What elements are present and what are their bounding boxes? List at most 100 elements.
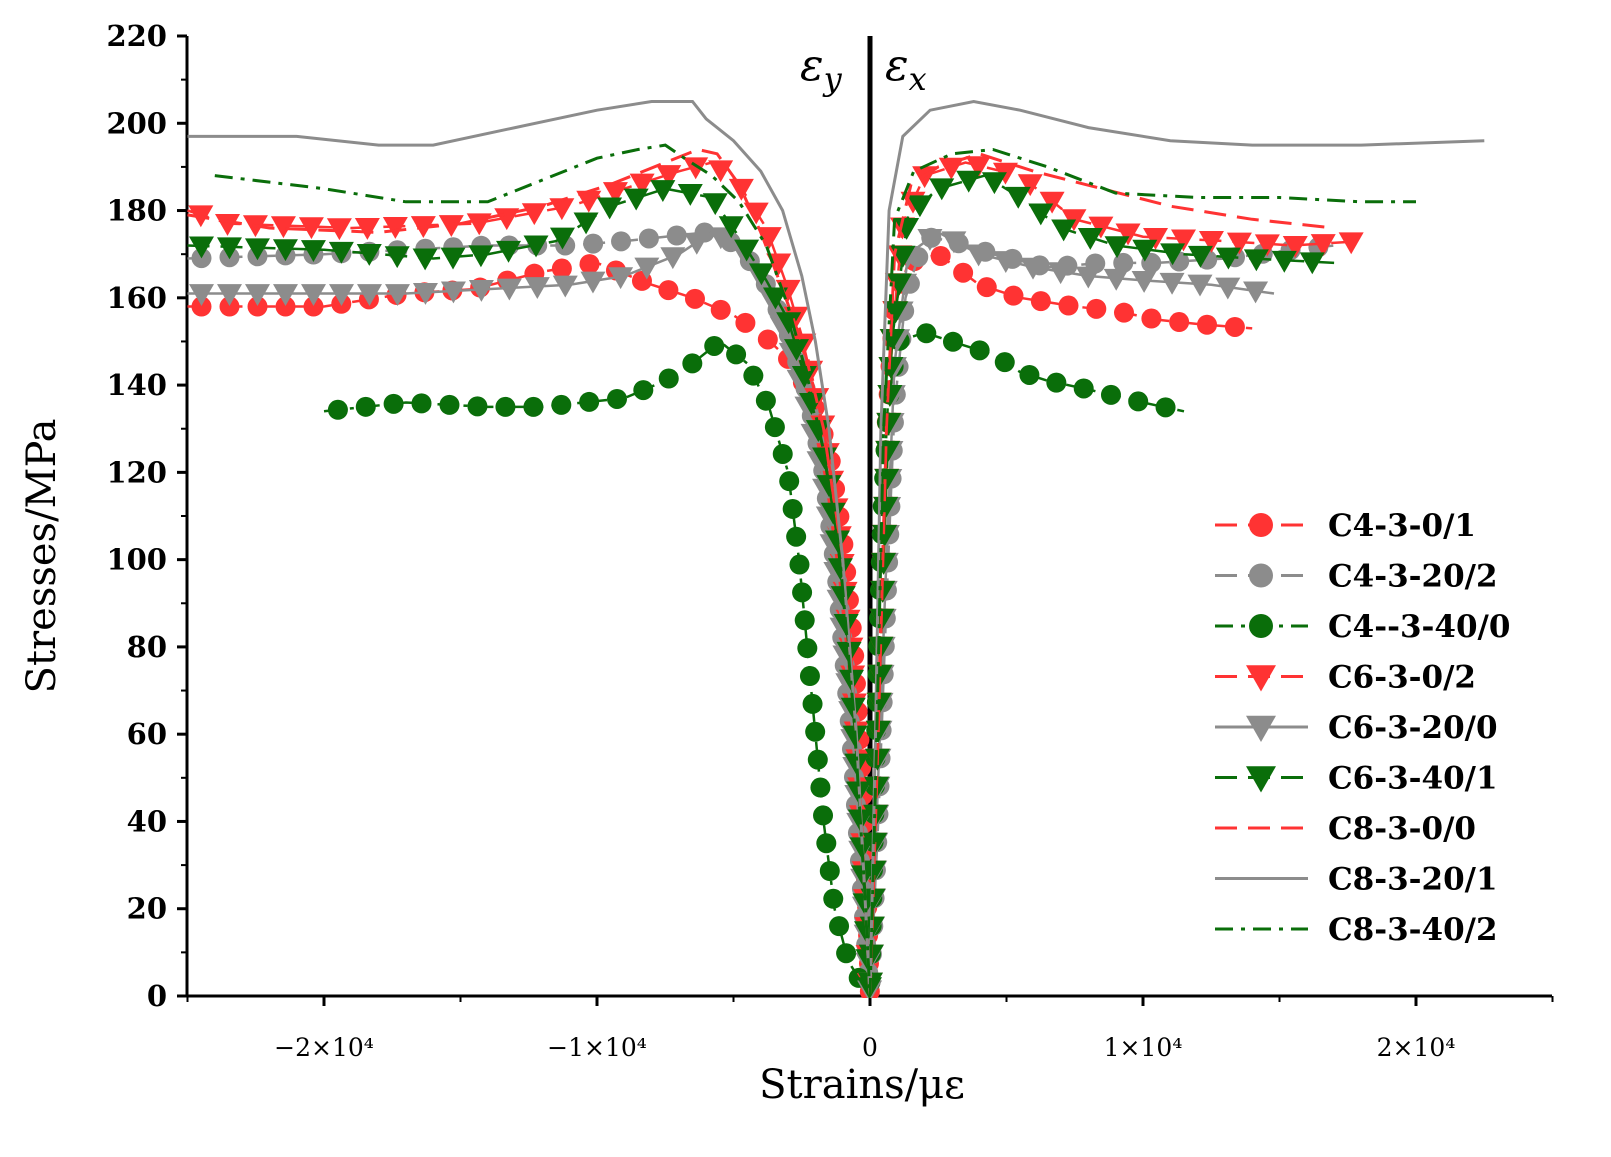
data-marker	[1160, 243, 1186, 266]
data-marker	[467, 396, 488, 417]
data-marker	[597, 197, 623, 220]
data-marker	[1104, 236, 1130, 259]
data-marker	[791, 365, 817, 388]
data-marker	[611, 231, 632, 252]
data-marker	[660, 247, 686, 270]
data-marker	[708, 227, 734, 250]
x-axis-title: Strains/με	[759, 1062, 965, 1108]
data-marker	[776, 312, 802, 335]
data-marker	[930, 245, 951, 266]
data-marker	[1198, 230, 1224, 253]
data-marker	[638, 228, 659, 249]
y-tick-label: 20	[127, 892, 167, 926]
data-marker	[468, 280, 494, 302]
data-marker	[1058, 295, 1079, 316]
data-marker	[1141, 308, 1162, 329]
series-5	[187, 170, 1335, 998]
data-marker	[1187, 274, 1213, 297]
data-marker	[1169, 312, 1190, 333]
y-tick-label: 200	[106, 106, 167, 140]
data-marker	[1338, 232, 1364, 255]
data-marker	[329, 284, 354, 306]
data-marker	[981, 172, 1007, 195]
y-tick-label: 120	[106, 455, 167, 489]
data-marker	[217, 284, 242, 306]
data-marker	[718, 216, 744, 239]
legend: C4-3-0/1 C4-3-20/2 C4--3-40/0 C6-3-0/2 C6-3-…	[1215, 508, 1510, 948]
data-marker	[602, 182, 628, 205]
legend-label: C6-3-40/1	[1328, 761, 1498, 797]
data-marker	[326, 218, 352, 241]
data-marker	[301, 284, 326, 306]
series-8	[214, 143, 1416, 997]
series-line-right	[868, 230, 1275, 997]
data-marker	[965, 156, 991, 179]
data-marker	[275, 296, 296, 317]
data-marker	[191, 296, 212, 317]
data-marker	[1155, 397, 1176, 418]
legend-marker	[1246, 766, 1276, 793]
x-tick-label: −2×10⁴	[274, 1033, 374, 1062]
data-marker	[677, 184, 703, 206]
epsilon-x-symbol: ε	[885, 40, 909, 91]
data-marker	[810, 777, 831, 798]
data-marker	[1113, 302, 1134, 323]
data-marker	[580, 271, 606, 294]
series-line-left	[323, 339, 872, 997]
data-marker	[1115, 223, 1141, 246]
x-tick-label: −1×10⁴	[547, 1033, 647, 1062]
data-marker	[757, 329, 778, 350]
data-marker	[779, 471, 800, 492]
data-marker	[907, 195, 933, 218]
data-marker	[247, 296, 268, 317]
legend-entry: C8-3-0/0	[1215, 811, 1476, 847]
data-marker	[735, 312, 756, 333]
data-marker	[1003, 285, 1024, 306]
series-0	[187, 245, 1253, 998]
legend-marker	[1249, 614, 1273, 638]
data-marker	[966, 244, 992, 267]
y-tick-label: 160	[106, 281, 167, 315]
data-marker	[886, 273, 912, 296]
data-marker	[866, 692, 892, 715]
legend-label: C8-3-40/2	[1328, 912, 1498, 948]
legend-entry: C8-3-40/2	[1215, 912, 1498, 948]
data-marker	[1020, 257, 1046, 280]
legend-marker	[1249, 563, 1273, 588]
data-marker	[824, 530, 850, 553]
data-marker	[1075, 266, 1101, 289]
y-tick-label: 0	[147, 979, 167, 1013]
data-marker	[384, 246, 410, 269]
y-tick-label: 220	[106, 19, 167, 53]
data-marker	[606, 388, 627, 409]
data-marker	[1271, 250, 1297, 273]
legend-label: C4-3-20/2	[1328, 559, 1498, 595]
data-marker	[1143, 228, 1169, 250]
data-marker	[1243, 249, 1269, 272]
data-marker	[764, 417, 785, 438]
data-marker	[929, 178, 955, 201]
data-marker	[1282, 235, 1308, 258]
data-marker	[784, 339, 810, 361]
data-marker	[656, 165, 682, 188]
data-marker	[523, 396, 544, 417]
data-marker	[1243, 281, 1269, 304]
y-tick-label: 100	[106, 543, 167, 577]
legend-label: C8-3-20/1	[1328, 862, 1498, 898]
data-marker	[385, 284, 410, 306]
legend-label: C6-3-20/0	[1328, 710, 1498, 746]
data-marker	[298, 217, 324, 240]
data-marker	[382, 217, 408, 239]
data-marker	[549, 227, 575, 250]
data-marker	[658, 368, 679, 389]
data-marker	[786, 526, 807, 547]
data-marker	[303, 296, 324, 317]
data-marker	[658, 280, 679, 301]
data-marker	[684, 288, 705, 309]
epsilon-y-subscript: y	[822, 60, 843, 98]
data-marker	[1187, 245, 1213, 268]
data-marker	[836, 943, 857, 964]
series-line-left	[214, 143, 872, 997]
data-marker	[412, 283, 438, 305]
data-marker	[1215, 277, 1241, 300]
